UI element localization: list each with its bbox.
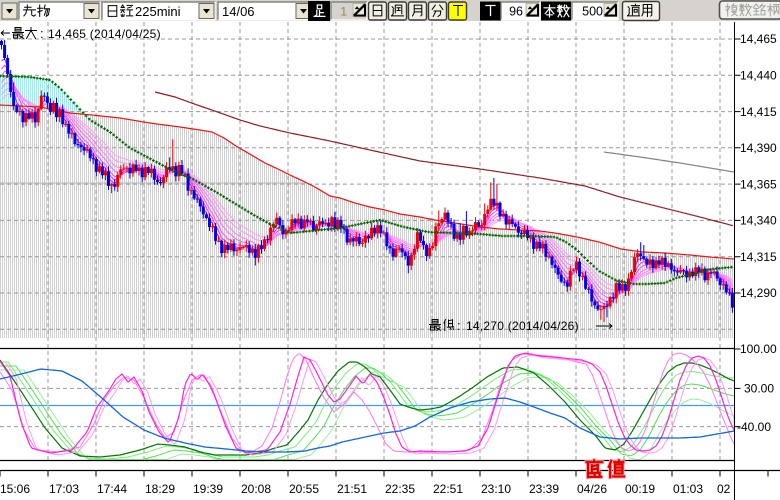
svg-text:02: 02 [717,482,731,496]
svg-text:500: 500 [582,5,603,19]
svg-text:04/26: 04/26 [577,482,607,496]
svg-text:14,270 (2014/04/26): 14,270 (2014/04/26) [466,319,579,333]
svg-text:1: 1 [340,5,347,19]
svg-text:23:39: 23:39 [529,482,559,496]
svg-text:20:55: 20:55 [289,482,319,496]
svg-text:19:39: 19:39 [193,482,223,496]
svg-text:14,340: 14,340 [740,214,777,228]
svg-text:14,440: 14,440 [740,68,777,82]
svg-text:14,415: 14,415 [740,105,777,119]
svg-text::: : [457,318,461,333]
svg-text:22:35: 22:35 [385,482,415,496]
svg-text:30.00: 30.00 [744,382,774,396]
svg-text:17:03: 17:03 [49,482,79,496]
svg-text:225mini: 225mini [135,4,181,19]
svg-text:-40.00: -40.00 [737,420,771,434]
svg-text:21:51: 21:51 [337,482,367,496]
svg-text:01:03: 01:03 [673,482,703,496]
svg-text:18:29: 18:29 [145,482,175,496]
svg-text:100.00: 100.00 [740,342,777,356]
svg-text::: : [40,26,44,41]
svg-text:15:06: 15:06 [0,482,30,496]
svg-text:23:10: 23:10 [481,482,511,496]
svg-text:00:19: 00:19 [625,482,655,496]
svg-text:96: 96 [509,5,523,19]
svg-text:22:51: 22:51 [433,482,463,496]
svg-text:14/06: 14/06 [222,4,255,19]
svg-text:14,365: 14,365 [740,177,777,191]
svg-text:17:44: 17:44 [97,482,127,496]
svg-text:14,465: 14,465 [740,32,777,46]
svg-text:14,390: 14,390 [740,141,777,155]
svg-text:14,290: 14,290 [740,286,777,300]
svg-text:20:08: 20:08 [241,482,271,496]
svg-text:14,315: 14,315 [740,250,777,264]
svg-text:14,465 (2014/04/25): 14,465 (2014/04/25) [48,27,161,41]
